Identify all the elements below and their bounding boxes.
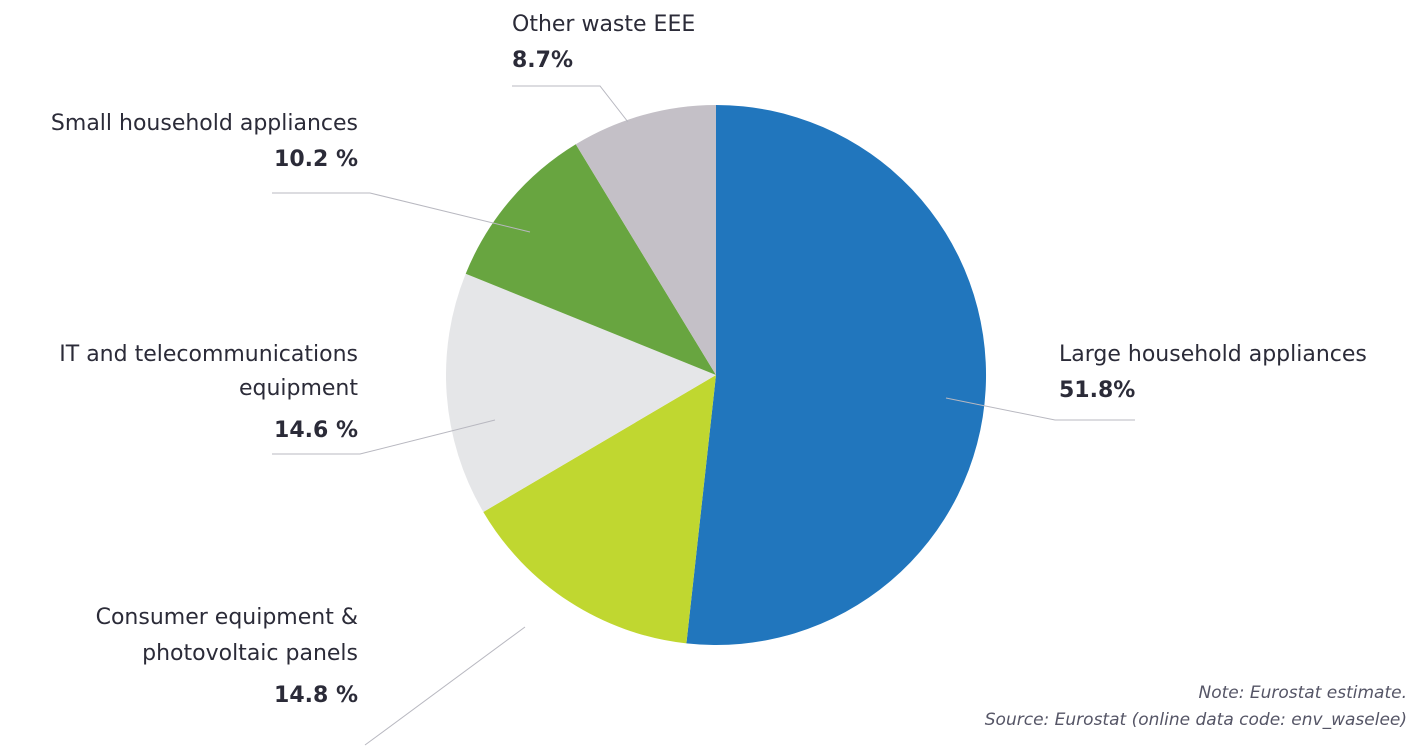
- slice-value: 14.6 %: [274, 418, 358, 443]
- label-it-telecom-equipment: IT and telecommunications equipment 14.6…: [59, 340, 358, 446]
- label-small-household-appliances: Small household appliances 10.2 %: [51, 109, 358, 175]
- slice-label-line-2: equipment: [238, 376, 358, 401]
- label-large-household-appliances: Large household appliances 51.8%: [1059, 340, 1367, 406]
- slice-value: 51.8%: [1059, 378, 1136, 403]
- slice-value: 14.8 %: [274, 683, 358, 708]
- slice-label-line-2: photovoltaic panels: [142, 641, 358, 666]
- pie-slice-small-household-appliances: [465, 144, 716, 375]
- slice-label: Small household appliances: [50, 111, 358, 136]
- slice-label-line-1: Consumer equipment &: [95, 605, 358, 630]
- slice-value: 8.7%: [512, 48, 574, 73]
- pie-slice-other-waste-eee: [575, 105, 716, 375]
- leader-line-large-household-appliances: [945, 397, 1135, 421]
- leader-line-other-waste-eee: [512, 85, 629, 123]
- label-consumer-equipment: Consumer equipment & photovoltaic panels…: [96, 603, 358, 711]
- pie-slice-large-household-appliances: [686, 105, 987, 645]
- slice-value: 10.2 %: [274, 147, 358, 172]
- pie-slice-it-telecom-equipment: [445, 273, 716, 512]
- slice-label-line-1: IT and telecommunications: [59, 342, 358, 367]
- leader-lines: [272, 85, 1135, 746]
- chart-note: Note: Eurostat estimate. Source: Eurosta…: [985, 680, 1407, 734]
- leader-line-consumer-equipment: [364, 626, 526, 746]
- slice-label: Large household appliances: [1059, 342, 1367, 367]
- label-other-waste-eee: Other waste EEE 8.7%: [512, 10, 695, 76]
- slice-label: Other waste EEE: [512, 12, 696, 37]
- pie-slice-consumer-equipment: [483, 375, 716, 644]
- source-text: Source: Eurostat (online data code: env_…: [984, 710, 1407, 730]
- note-text: Note: Eurostat estimate.: [1198, 683, 1408, 703]
- leader-line-it-telecom-equipment: [272, 419, 496, 455]
- leader-line-small-household-appliances: [272, 192, 531, 233]
- pie-slices: [445, 105, 987, 645]
